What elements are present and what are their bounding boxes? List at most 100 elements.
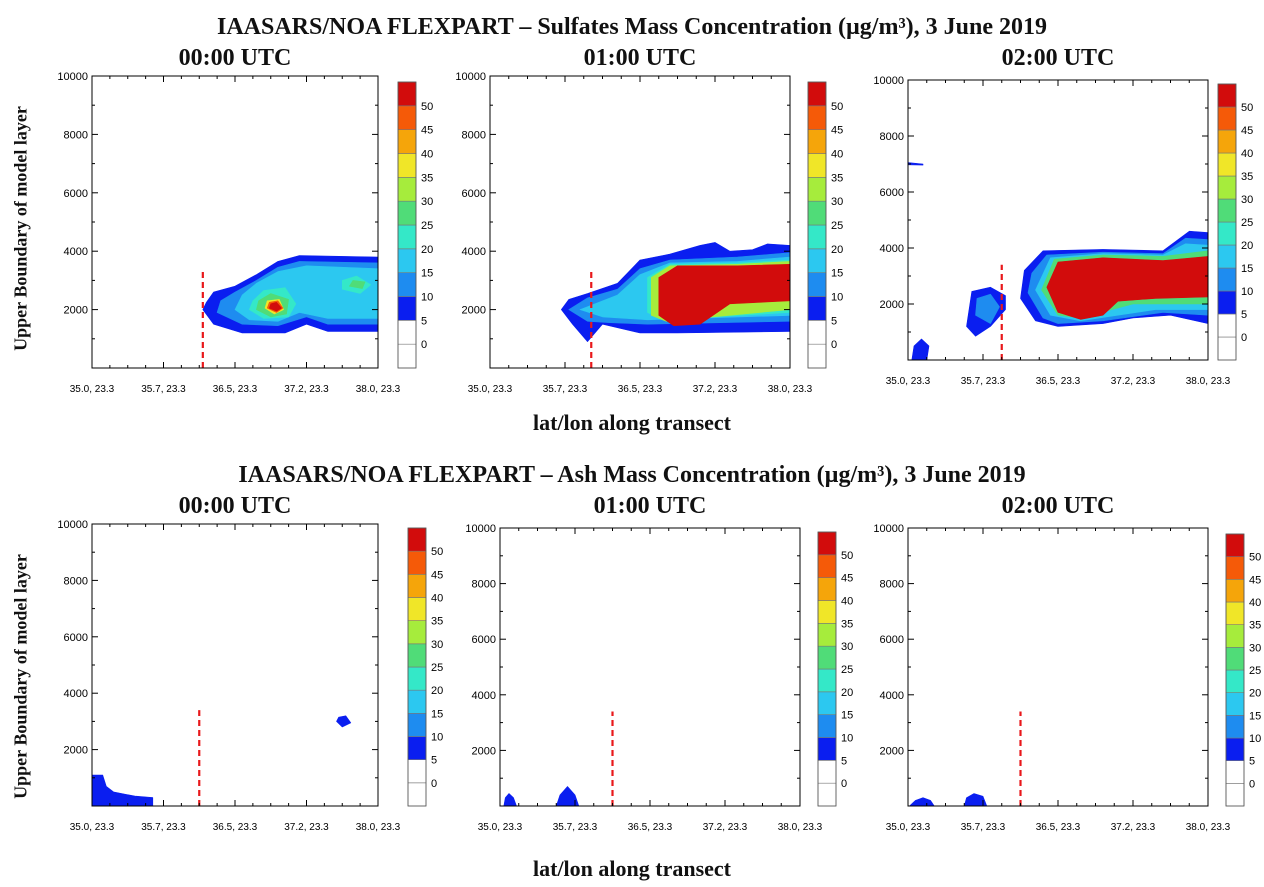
colorbar-box <box>1225 601 1245 625</box>
colorbar-label: 25 <box>421 220 433 232</box>
x-tick-label: 37.2, 23.3 <box>284 822 329 833</box>
contour-region <box>909 797 935 806</box>
plot-background <box>92 524 378 806</box>
contour-group <box>908 162 1208 360</box>
x-axis-label-sulfates: lat/lon along transect <box>533 410 731 435</box>
colorbar-box <box>1225 737 1245 761</box>
colorbar-label: 0 <box>1241 332 1247 344</box>
y-tick-label: 6000 <box>64 188 88 200</box>
y-tick-label: 8000 <box>880 579 904 591</box>
colorbar-label: 10 <box>1241 286 1253 298</box>
colorbar-label: 0 <box>841 778 847 790</box>
colorbar-label: 40 <box>1241 148 1253 160</box>
contour-group <box>503 786 580 806</box>
panel-title-ash-0000: 00:00 UTC <box>178 493 292 519</box>
y-tick-label: 2000 <box>462 305 486 317</box>
section-title-sulfates: IAASARS/NOA FLEXPART – Sulfates Mass Con… <box>217 14 1047 40</box>
contour-region <box>349 280 366 289</box>
panel-title-ash-0200: 02:00 UTC <box>1001 493 1115 519</box>
x-tick-label: 36.5, 23.3 <box>213 822 258 833</box>
panel-title-ash-0100: 01:00 UTC <box>593 493 707 519</box>
colorbar-label: 45 <box>1241 125 1253 137</box>
y-tick-label: 10000 <box>57 71 88 83</box>
colorbar-label: 20 <box>421 244 433 256</box>
colorbar-label: 35 <box>431 616 443 628</box>
colorbar-frame <box>407 527 427 807</box>
x-tick-label: 36.5, 23.3 <box>628 822 673 833</box>
colorbar-frame <box>1225 533 1245 807</box>
colorbar-label: 25 <box>1249 665 1261 677</box>
x-tick-label: 35.0, 23.3 <box>886 822 931 833</box>
colorbar-box <box>1225 692 1245 716</box>
x-tick-label: 37.2, 23.3 <box>693 384 738 395</box>
x-tick-label: 35.7, 23.3 <box>141 822 186 833</box>
y-tick-label: 6000 <box>880 634 904 646</box>
contour-region <box>975 293 1000 324</box>
colorbar-label: 30 <box>1241 194 1253 206</box>
x-tick-label: 37.2, 23.3 <box>1111 376 1156 387</box>
y-tick-label: 8000 <box>64 129 88 141</box>
y-tick-label: 4000 <box>880 243 904 255</box>
colorbar-label: 35 <box>841 618 853 630</box>
y-tick-label: 10000 <box>873 75 904 87</box>
x-tick-label: 36.5, 23.3 <box>618 384 663 395</box>
colorbar-label: 30 <box>421 196 433 208</box>
colorbar-label: 0 <box>831 339 837 351</box>
colorbar-frame <box>1217 83 1237 361</box>
y-tick-label: 10000 <box>465 523 496 535</box>
y-tick-label: 2000 <box>64 745 88 757</box>
contour-group <box>909 793 988 806</box>
x-tick-label: 35.0, 23.3 <box>70 822 115 833</box>
x-tick-label: 35.7, 23.3 <box>543 384 588 395</box>
colorbar-label: 5 <box>431 755 437 767</box>
colorbar-label: 15 <box>1249 710 1261 722</box>
colorbar-label: 45 <box>431 569 443 581</box>
colorbar-frame <box>817 531 837 807</box>
x-tick-label: 35.0, 23.3 <box>70 384 115 395</box>
colorbar-label: 20 <box>431 685 443 697</box>
colorbar-label: 0 <box>431 778 437 790</box>
x-tick-label: 38.0, 23.3 <box>768 384 813 395</box>
colorbar-label: 20 <box>1241 240 1253 252</box>
colorbar-label: 50 <box>431 546 443 558</box>
y-tick-label: 6000 <box>64 632 88 644</box>
colorbar-box <box>1225 556 1245 580</box>
colorbar-box <box>1225 579 1245 603</box>
y-tick-label: 10000 <box>455 71 486 83</box>
colorbar-label: 15 <box>431 708 443 720</box>
contour-region <box>911 338 930 360</box>
colorbar-label: 5 <box>831 315 837 327</box>
plot-background <box>500 528 800 806</box>
y-tick-label: 4000 <box>880 690 904 702</box>
x-tick-label: 36.5, 23.3 <box>1036 822 1081 833</box>
y-tick-label: 6000 <box>472 634 496 646</box>
colorbar-label: 45 <box>841 573 853 585</box>
y-tick-label: 2000 <box>472 745 496 757</box>
y-tick-label: 10000 <box>873 523 904 535</box>
colorbar-box <box>1225 624 1245 648</box>
y-tick-label: 8000 <box>64 575 88 587</box>
colorbar-label: 40 <box>421 149 433 161</box>
x-tick-label: 37.2, 23.3 <box>1111 822 1156 833</box>
x-tick-label: 35.0, 23.3 <box>478 822 523 833</box>
colorbar-label: 35 <box>421 172 433 184</box>
colorbar-label: 25 <box>841 664 853 676</box>
contour-region <box>92 774 154 806</box>
y-tick-label: 2000 <box>880 299 904 311</box>
colorbar-label: 10 <box>831 292 843 304</box>
contour-region <box>908 162 924 166</box>
y-tick-label: 2000 <box>880 745 904 757</box>
colorbar-label: 30 <box>1249 642 1261 654</box>
contour-group <box>92 715 352 806</box>
colorbar-frame <box>397 81 417 369</box>
panel-title-sulfates-0200: 02:00 UTC <box>1001 45 1115 71</box>
section-title-ash: IAASARS/NOA FLEXPART – Ash Mass Concentr… <box>238 462 1026 488</box>
contour-group <box>560 242 790 343</box>
contour-region <box>336 715 352 728</box>
x-tick-label: 35.7, 23.3 <box>141 384 186 395</box>
colorbar-label: 30 <box>831 196 843 208</box>
